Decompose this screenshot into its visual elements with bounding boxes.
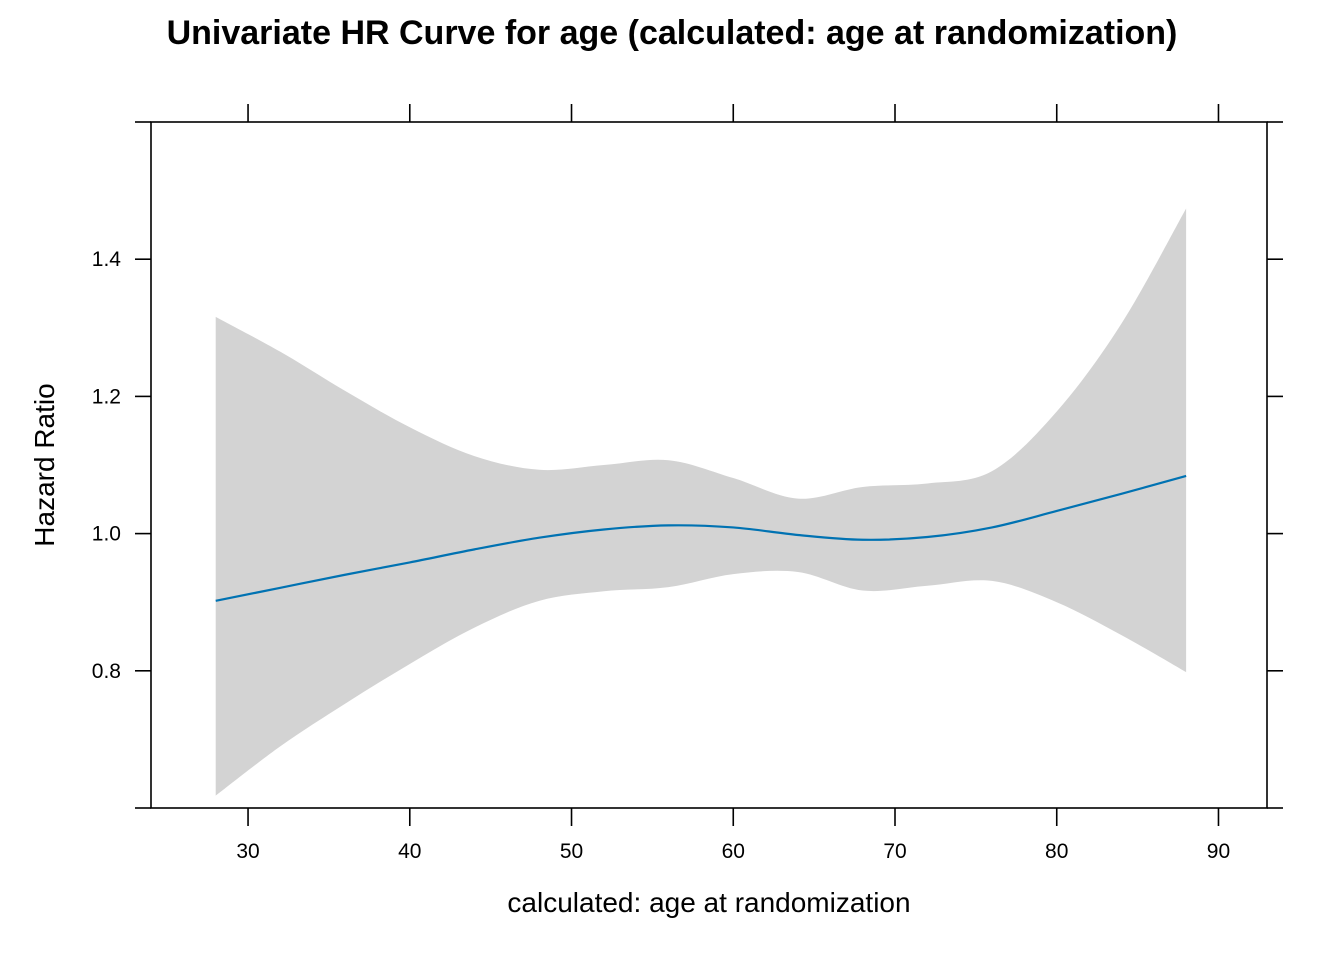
confidence-band xyxy=(215,208,1187,796)
y-tick-label: 1.4 xyxy=(92,248,122,271)
x-tick-label: 50 xyxy=(560,840,583,863)
y-tick-label: 1.0 xyxy=(92,523,121,546)
y-tick-label: 0.8 xyxy=(92,660,121,683)
x-tick-label: 80 xyxy=(1045,840,1068,863)
x-tick-label: 90 xyxy=(1207,840,1230,863)
x-tick-label: 30 xyxy=(236,840,259,863)
axis-ticks: 30 40 50 60 70 80 90 0.8 1.0 1.2 1.4 xyxy=(92,104,1283,863)
hazard-ratio-line xyxy=(215,474,1187,602)
y-axis-label: Hazard Ratio xyxy=(29,383,60,546)
chart-title: Univariate HR Curve for age (calculated:… xyxy=(167,14,1178,52)
y-tick-label: 1.2 xyxy=(92,385,121,408)
x-tick-label: 60 xyxy=(722,840,745,863)
x-tick-label: 40 xyxy=(398,840,421,863)
plot-frame xyxy=(150,121,1268,809)
x-axis-label: calculated: age at randomization xyxy=(507,887,910,918)
x-tick-label: 70 xyxy=(883,840,906,863)
confidence-band-layer xyxy=(215,208,1187,796)
hazard-ratio-line-layer xyxy=(215,474,1187,602)
